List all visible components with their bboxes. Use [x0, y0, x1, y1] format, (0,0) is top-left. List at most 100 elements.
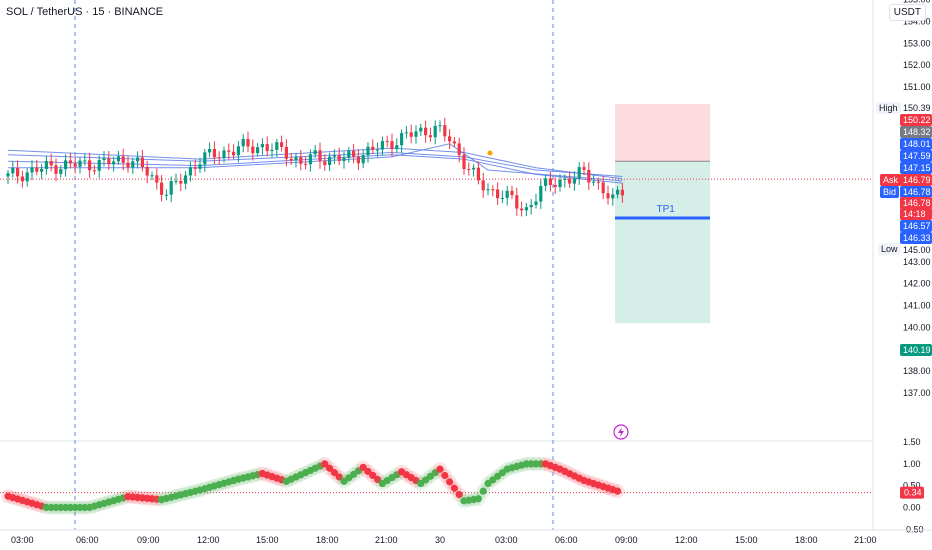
osc-point: [359, 463, 367, 471]
price-tag: 146.57: [903, 221, 931, 231]
price-tag: 147.59: [903, 151, 931, 161]
osc-point: [436, 465, 444, 473]
time-axis-tick: 30: [435, 535, 445, 545]
candle-body: [534, 201, 538, 205]
candle-body: [126, 162, 130, 168]
price-axis-tick: 154.00: [903, 16, 931, 26]
moving-average-line: [8, 143, 623, 182]
candle-body: [140, 157, 144, 168]
candle-body: [553, 184, 557, 188]
candle-body: [97, 160, 101, 171]
low-label: Low: [878, 243, 901, 255]
candle-body: [467, 169, 471, 171]
candle-body: [395, 145, 399, 150]
price-tag-bg: [900, 126, 932, 138]
candle-body: [486, 189, 490, 191]
time-axis-tick: 12:00: [197, 535, 220, 545]
candle-body: [491, 189, 495, 191]
osc-point: [441, 471, 449, 480]
price-axis-tick: 151.00: [903, 82, 931, 92]
price-tag-bg: [900, 244, 932, 256]
osc-point: [479, 487, 487, 495]
candle-body: [596, 181, 600, 183]
price-tag-bg: [900, 220, 932, 232]
candle-body: [342, 157, 346, 162]
candle-body: [150, 175, 154, 177]
time-axis-tick: 18:00: [795, 535, 818, 545]
candle-body: [318, 150, 322, 162]
candle-body: [16, 167, 20, 177]
candle-body: [587, 169, 591, 183]
lightning-icon: [613, 424, 629, 440]
candle-body: [611, 194, 615, 199]
candle-body: [198, 164, 202, 169]
price-tag-bg: [900, 344, 932, 356]
candle-body: [601, 182, 605, 194]
symbol-title[interactable]: SOL / TetherUS · 15 · BINANCE: [6, 6, 164, 18]
osc-point: [446, 478, 454, 486]
osc-point: [335, 473, 343, 481]
candle-body: [49, 161, 53, 166]
candle-body: [356, 156, 360, 164]
price-axis-tick: 141.00: [903, 300, 931, 310]
time-axis-tick: 06:00: [76, 535, 99, 545]
stop-loss-zone: [615, 103, 710, 162]
candle-body: [452, 141, 456, 144]
price-axis-tick: 137.00: [903, 388, 931, 398]
osc-point: [330, 469, 338, 477]
osc-point: [364, 467, 372, 476]
time-axis-tick: 09:00: [615, 535, 638, 545]
candle-body: [520, 208, 524, 211]
candle-body: [92, 170, 96, 172]
price-tag-bg: [900, 186, 932, 198]
tp-label: TP1: [657, 204, 676, 215]
candle-body: [500, 197, 504, 199]
candle-body: [275, 142, 279, 150]
candle-body: [20, 176, 24, 182]
osc-point: [474, 495, 482, 503]
candle-body: [419, 127, 423, 132]
osc-point: [369, 471, 377, 480]
price-tag-bg: [900, 174, 932, 186]
candle-body: [145, 167, 149, 176]
candle-body: [352, 150, 356, 157]
candle-body: [241, 138, 245, 147]
signal-marker: [487, 150, 493, 156]
candle-body: [131, 161, 135, 168]
osc-point: [614, 487, 622, 495]
candle-body: [529, 204, 533, 208]
osc-axis-tick: 0.50: [903, 481, 921, 491]
candle-body: [11, 167, 15, 174]
time-axis-tick: 12:00: [675, 535, 698, 545]
ask-label: Ask: [880, 174, 902, 186]
candle-body: [30, 167, 34, 173]
candle-body: [35, 167, 39, 172]
candle-body: [280, 142, 284, 147]
currency-button[interactable]: USDT: [888, 4, 926, 21]
high-label: High: [876, 102, 901, 114]
candle-body: [524, 207, 528, 211]
candle-body: [433, 125, 437, 138]
candle-body: [448, 136, 452, 142]
osc-point: [455, 490, 463, 499]
candle-body: [260, 144, 264, 148]
candle-body: [481, 180, 485, 191]
take-profit-zone: [615, 161, 710, 324]
candle-body: [304, 163, 308, 165]
candle-body: [64, 160, 68, 170]
candle-body: [116, 156, 120, 162]
price-tag: 146.78: [903, 187, 931, 197]
candle-body: [236, 146, 240, 156]
osc-axis-tick: 1.00: [903, 459, 921, 469]
time-axis-tick: 21:00: [854, 535, 877, 545]
time-axis-tick: 06:00: [555, 535, 578, 545]
time-axis-tick: 18:00: [316, 535, 339, 545]
candle-body: [284, 146, 288, 159]
candle-body: [227, 150, 231, 152]
candle-body: [256, 147, 260, 154]
candle-body: [40, 168, 44, 172]
candle-body: [385, 141, 389, 143]
candle-body: [289, 158, 293, 161]
